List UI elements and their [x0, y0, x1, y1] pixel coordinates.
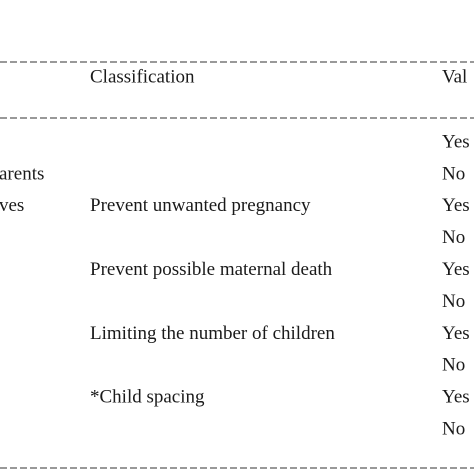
header-value: Val: [442, 66, 467, 87]
cell-value: Yes: [442, 195, 470, 216]
cell-value: No: [442, 355, 465, 376]
cell-classification: Prevent unwanted pregnancy: [90, 195, 311, 216]
cell-value: No: [442, 291, 465, 312]
cell-value: Yes: [442, 323, 470, 344]
cell-classification: Prevent possible maternal death: [90, 259, 333, 280]
cell-value: Yes: [442, 131, 470, 152]
header-classification: Classification: [90, 66, 195, 87]
cell-value: No: [442, 418, 465, 439]
cell-classification: Limiting the number of children: [90, 323, 335, 344]
cell-classification: *Child spacing: [90, 387, 205, 408]
cell-value: No: [442, 227, 465, 248]
cell-variable: ves: [0, 195, 24, 216]
cell-value: Yes: [442, 387, 470, 408]
cell-value: No: [442, 163, 465, 184]
cell-variable: arents: [0, 163, 44, 184]
cell-value: Yes: [442, 259, 470, 280]
